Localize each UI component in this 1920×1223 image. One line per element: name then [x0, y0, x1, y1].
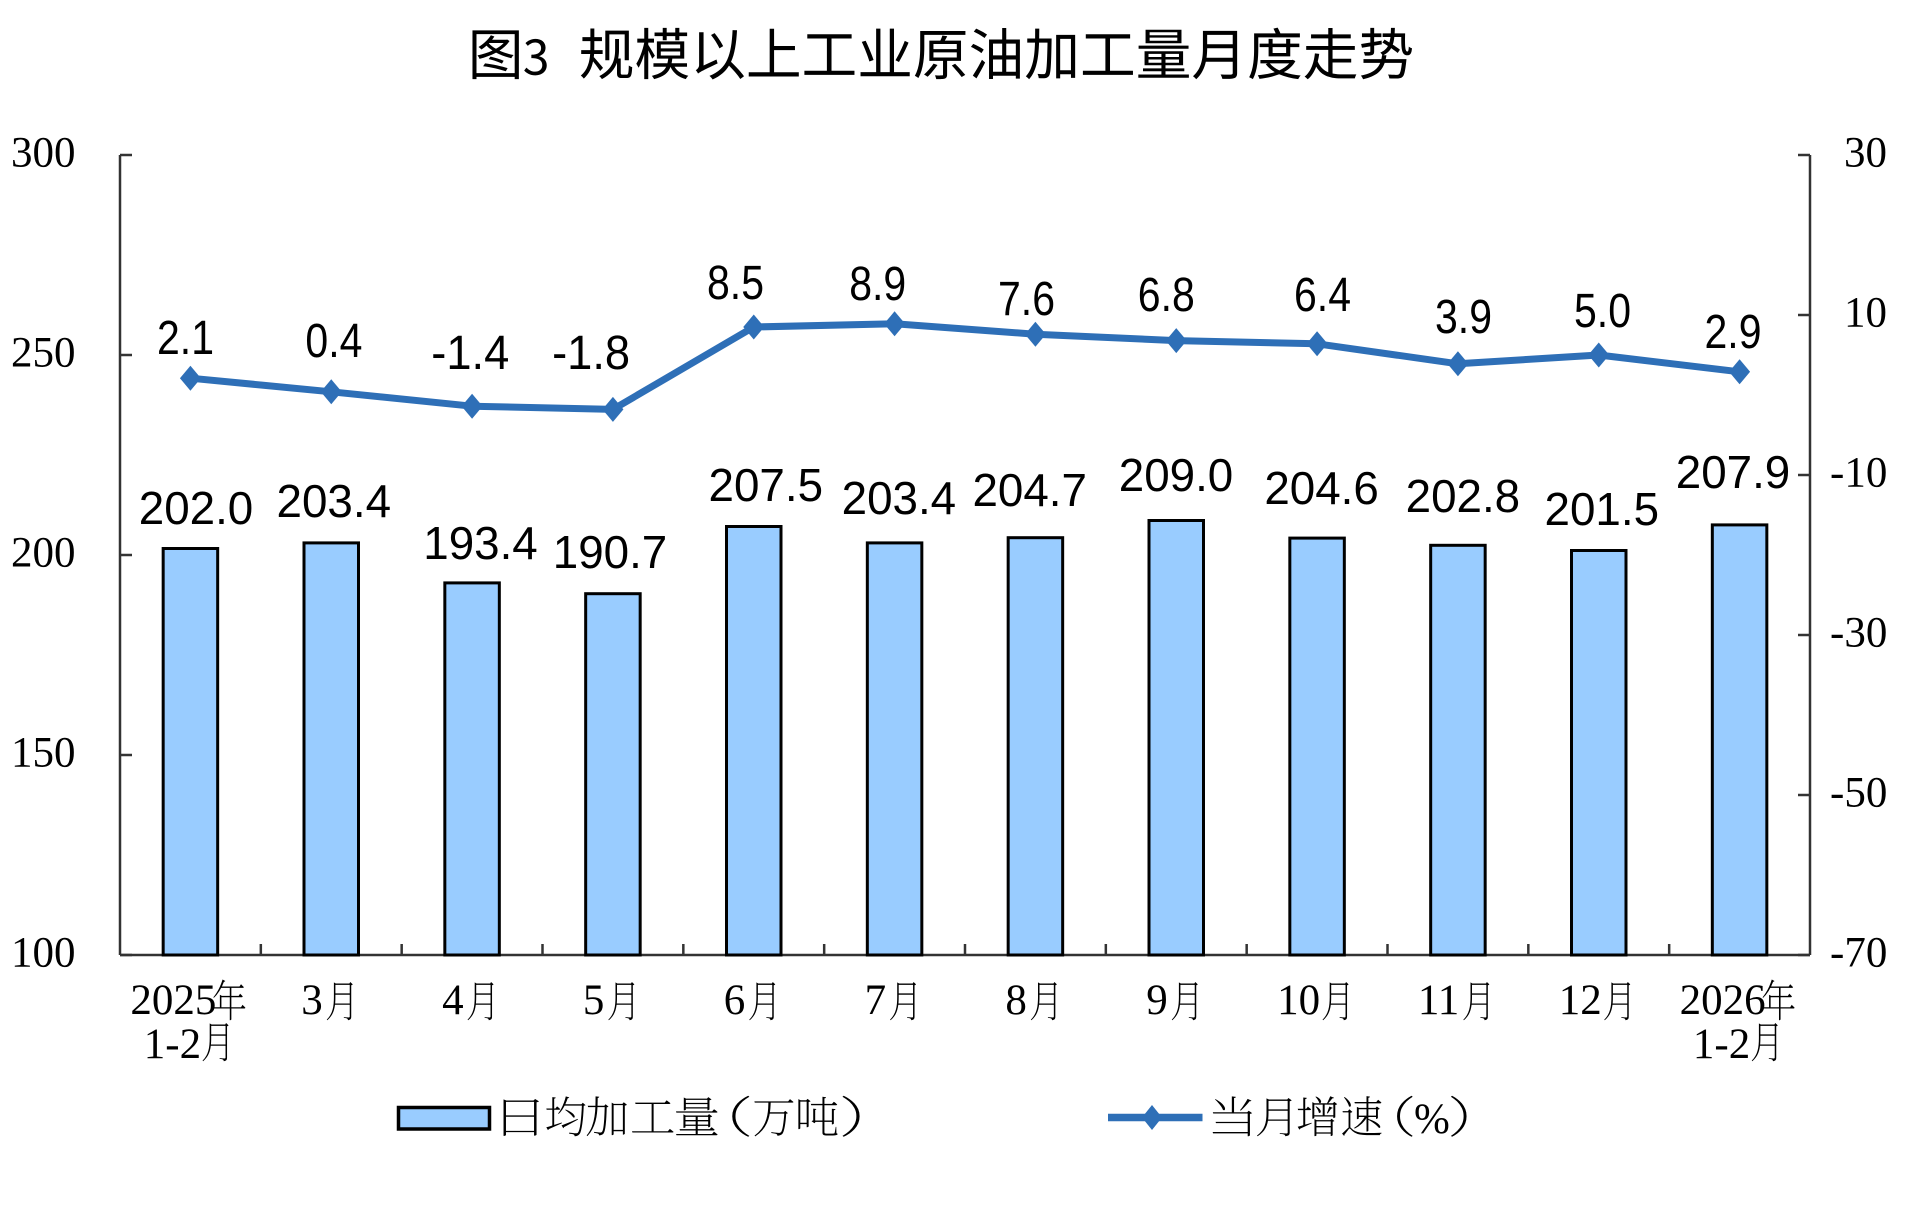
- svg-text:-70: -70: [1830, 930, 1887, 977]
- svg-text:207.5: 207.5: [709, 459, 824, 511]
- svg-text:6.4: 6.4: [1294, 269, 1351, 322]
- svg-text:200: 200: [11, 530, 76, 577]
- svg-text:30: 30: [1844, 130, 1887, 177]
- svg-text:10: 10: [1277, 977, 1320, 1024]
- svg-text:6.8: 6.8: [1138, 269, 1195, 322]
- svg-text:12: 12: [1559, 977, 1602, 1024]
- svg-text:2.9: 2.9: [1705, 306, 1762, 359]
- svg-text:4: 4: [442, 977, 464, 1024]
- svg-text:5: 5: [583, 977, 605, 1024]
- svg-text:203.4: 203.4: [277, 475, 392, 527]
- svg-text:0.4: 0.4: [305, 315, 362, 368]
- svg-text:2026: 2026: [1680, 977, 1766, 1024]
- svg-text:7: 7: [865, 977, 887, 1024]
- svg-text:6: 6: [724, 977, 746, 1024]
- svg-text:-50: -50: [1830, 770, 1887, 817]
- svg-text:209.0: 209.0: [1119, 449, 1234, 501]
- svg-text:2.1: 2.1: [157, 312, 214, 365]
- svg-text:-10: -10: [1830, 450, 1887, 497]
- svg-text:1-2: 1-2: [144, 1021, 201, 1068]
- svg-text:7.6: 7.6: [998, 273, 1055, 326]
- svg-text:9: 9: [1146, 977, 1168, 1024]
- svg-text:193.4: 193.4: [423, 517, 538, 569]
- svg-text:8: 8: [1005, 977, 1027, 1024]
- svg-text:3.9: 3.9: [1435, 291, 1492, 344]
- svg-text:203.4: 203.4: [842, 472, 957, 524]
- svg-text:-1.4: -1.4: [431, 327, 509, 380]
- svg-text:150: 150: [11, 730, 76, 777]
- svg-text:201.5: 201.5: [1545, 483, 1660, 535]
- svg-text:100: 100: [11, 930, 76, 977]
- svg-text:10: 10: [1844, 290, 1887, 337]
- svg-text:%: %: [1414, 1096, 1450, 1143]
- svg-text:202.8: 202.8: [1406, 470, 1521, 522]
- svg-text:202.0: 202.0: [139, 482, 254, 534]
- svg-text:300: 300: [11, 130, 76, 177]
- svg-text:11: 11: [1418, 977, 1459, 1024]
- svg-text:204.6: 204.6: [1264, 462, 1379, 514]
- svg-text:250: 250: [11, 330, 76, 377]
- svg-text:2025: 2025: [130, 977, 216, 1024]
- svg-text:8.9: 8.9: [849, 258, 906, 311]
- svg-text:207.9: 207.9: [1676, 446, 1791, 498]
- svg-text:204.7: 204.7: [972, 464, 1087, 516]
- svg-text:1-2: 1-2: [1693, 1021, 1750, 1068]
- svg-text:-1.8: -1.8: [552, 327, 630, 380]
- svg-text:8.5: 8.5: [707, 257, 764, 310]
- svg-text:190.7: 190.7: [553, 526, 668, 578]
- svg-text:-30: -30: [1830, 610, 1887, 657]
- svg-text:3: 3: [301, 977, 323, 1024]
- svg-text:5.0: 5.0: [1574, 285, 1631, 338]
